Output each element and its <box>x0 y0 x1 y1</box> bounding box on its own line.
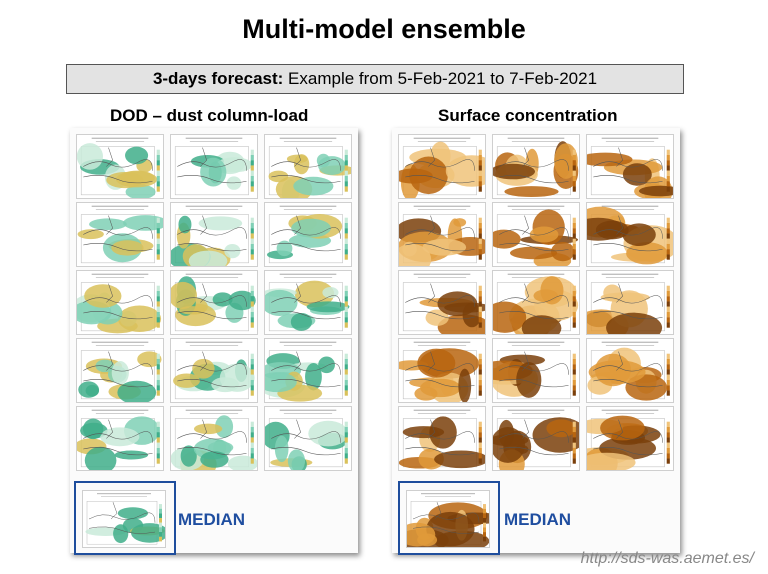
model-forecast-map <box>170 270 258 335</box>
model-forecast-map <box>264 134 352 199</box>
model-forecast-map <box>170 338 258 403</box>
surface-median-map <box>406 490 490 548</box>
slide-title: Multi-model ensemble <box>242 14 526 44</box>
model-forecast-map <box>398 134 486 199</box>
model-forecast-map <box>586 202 674 267</box>
model-forecast-map <box>398 338 486 403</box>
model-forecast-map <box>76 338 164 403</box>
banner-date-range: Example from 5-Feb-2021 to 7-Feb-2021 <box>283 69 598 88</box>
model-forecast-map <box>586 134 674 199</box>
model-forecast-map <box>492 134 580 199</box>
source-url: http://sds-was.aemet.es/ <box>580 550 754 567</box>
model-forecast-map <box>76 406 164 471</box>
model-forecast-map <box>170 202 258 267</box>
dod-model-grid <box>76 134 352 471</box>
model-forecast-map <box>586 338 674 403</box>
model-forecast-map <box>264 338 352 403</box>
model-forecast-map <box>170 134 258 199</box>
model-forecast-map <box>492 202 580 267</box>
model-forecast-map <box>492 406 580 471</box>
model-forecast-map <box>398 406 486 471</box>
banner-bold-label: 3-days forecast: <box>152 69 284 88</box>
dod-median-map <box>82 490 166 548</box>
dod-median-label: MEDIAN <box>178 510 246 529</box>
dod-median-frame <box>74 481 176 555</box>
model-forecast-map <box>492 270 580 335</box>
forecast-banner: 3-days forecast: Example from 5-Feb-2021… <box>66 64 684 94</box>
surface-panel-heading: Surface concentration <box>438 106 618 125</box>
model-forecast-map <box>398 270 486 335</box>
model-forecast-map <box>586 270 674 335</box>
model-forecast-map <box>264 270 352 335</box>
model-forecast-map <box>264 406 352 471</box>
model-forecast-map <box>76 202 164 267</box>
model-forecast-map <box>586 406 674 471</box>
surface-median-label: MEDIAN <box>504 510 572 529</box>
model-forecast-map <box>170 406 258 471</box>
model-forecast-map <box>492 338 580 403</box>
dod-panel-heading: DOD – dust column-load <box>110 106 309 125</box>
model-forecast-map <box>264 202 352 267</box>
model-forecast-map <box>398 202 486 267</box>
dod-maps-sheet <box>70 128 358 553</box>
surface-median-frame <box>398 481 500 555</box>
surface-model-grid <box>398 134 674 471</box>
model-forecast-map <box>76 134 164 199</box>
model-forecast-map <box>76 270 164 335</box>
